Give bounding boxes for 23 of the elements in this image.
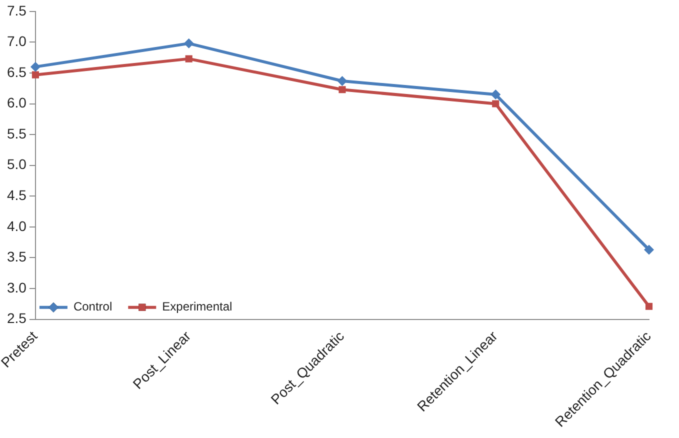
y-tick-label: 5.5: [6, 125, 27, 142]
point: [492, 100, 500, 108]
y-tick-label: 3.0: [6, 279, 27, 296]
point: [337, 76, 348, 86]
point: [185, 55, 192, 62]
point: [338, 86, 346, 94]
y-tick-label: 4.0: [6, 218, 27, 234]
y-tick-label: 6.0: [6, 94, 27, 111]
y-tick-label: 6.5: [6, 64, 27, 80]
y-tick-label: 3.5: [6, 248, 27, 265]
y-tick-label: 7.5: [6, 2, 27, 18]
y-tick-label: 5.0: [6, 156, 27, 172]
point: [184, 38, 194, 48]
point: [644, 244, 654, 255]
point: [32, 71, 39, 78]
legend-label: Control: [73, 300, 112, 314]
legend-label: Experimental: [162, 300, 232, 314]
point: [30, 62, 40, 72]
point: [645, 302, 653, 310]
y-tick-label: 7.0: [6, 33, 27, 50]
y-tick-label: 4.5: [6, 187, 27, 204]
y-tick-label: 2.5: [6, 310, 27, 326]
point: [490, 90, 501, 100]
